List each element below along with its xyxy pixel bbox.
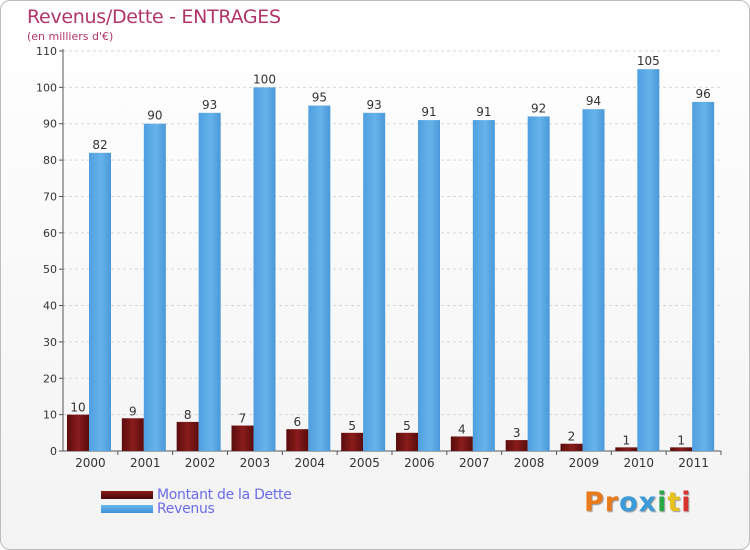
y-tick-label: 40	[43, 300, 57, 313]
logo-letter: i	[657, 487, 668, 518]
bar-debt	[286, 429, 309, 451]
bar-revenue	[198, 112, 221, 452]
data-label-debt: 1	[623, 433, 631, 447]
data-label-debt: 5	[348, 419, 356, 433]
legend-label-revenue: Revenus	[157, 501, 215, 517]
x-tick-label: 2004	[294, 456, 325, 470]
data-label-revenue: 96	[696, 87, 711, 101]
data-label-revenue: 91	[421, 105, 436, 119]
logo-letter: o	[619, 487, 639, 518]
bar-revenue	[472, 120, 495, 451]
data-label-revenue: 90	[147, 109, 162, 123]
bar-revenue	[253, 87, 276, 451]
bar-debt	[341, 432, 364, 451]
y-tick-label: 100	[36, 81, 57, 94]
bar-debt	[560, 443, 583, 451]
data-label-revenue: 95	[312, 91, 327, 105]
bar-revenue	[637, 69, 660, 451]
legend-swatch-revenue	[101, 505, 153, 513]
bar-debt	[121, 418, 144, 451]
bar-debt	[67, 414, 89, 451]
data-label-revenue: 94	[586, 94, 601, 108]
legend-item-debt: Montant de la Dette	[101, 487, 292, 503]
x-tick-label: 2011	[678, 456, 709, 470]
legend-swatch-debt	[101, 491, 153, 499]
bar-revenue	[692, 101, 715, 451]
x-tick-label: 2006	[404, 456, 435, 470]
data-label-revenue: 105	[637, 54, 660, 68]
y-tick-label: 30	[43, 336, 57, 349]
logo-letter: x	[638, 487, 658, 518]
data-label-revenue: 93	[367, 98, 382, 112]
bar-debt	[231, 425, 254, 451]
y-tick-label: 20	[43, 372, 57, 385]
y-tick-label: 90	[43, 118, 57, 131]
data-label-debt: 9	[129, 404, 137, 418]
logo-letter: t	[667, 487, 682, 518]
bar-debt	[670, 447, 693, 451]
x-tick-label: 2010	[623, 456, 654, 470]
legend-label-debt: Montant de la Dette	[157, 487, 292, 503]
y-tick-label: 110	[36, 45, 57, 58]
y-tick-label: 80	[43, 154, 57, 167]
data-label-debt: 2	[568, 430, 576, 444]
proxiti-logo: Proxiti	[584, 487, 692, 518]
x-tick-label: 2002	[185, 456, 216, 470]
logo-letter: i	[681, 487, 692, 518]
data-label-debt: 6	[294, 415, 302, 429]
x-tick-label: 2007	[459, 456, 490, 470]
bar-debt	[505, 440, 528, 451]
bar-revenue	[418, 120, 440, 451]
chart-subtitle: (en milliers d'€)	[27, 30, 114, 43]
bar-revenue	[143, 123, 166, 452]
x-tick-label: 2003	[240, 456, 271, 470]
x-tick-label: 2000	[75, 456, 106, 470]
bar-revenue	[308, 105, 331, 451]
bar-revenue	[527, 116, 550, 452]
data-label-debt: 4	[458, 422, 466, 436]
data-label-revenue: 93	[202, 98, 217, 112]
y-tick-label: 50	[43, 263, 57, 276]
x-tick-label: 2005	[349, 456, 380, 470]
y-tick-label: 60	[43, 227, 57, 240]
bar-debt	[615, 447, 638, 451]
bar-revenue	[582, 109, 605, 451]
data-label-debt: 3	[513, 426, 521, 440]
chart-title: Revenus/Dette - ENTRAGES	[27, 6, 281, 28]
bar-debt	[396, 432, 418, 451]
x-tick-label: 2009	[569, 456, 600, 470]
bar-debt	[176, 421, 199, 451]
data-label-revenue: 92	[531, 101, 546, 115]
y-tick-label: 70	[43, 190, 57, 203]
logo-letter: P	[584, 487, 605, 518]
x-tick-label: 2001	[130, 456, 161, 470]
data-label-debt: 1	[677, 433, 685, 447]
data-label-debt: 8	[184, 408, 192, 422]
bar-debt	[450, 436, 473, 451]
data-label-revenue: 100	[253, 72, 276, 86]
data-label-debt: 7	[239, 412, 247, 426]
data-label-revenue: 91	[476, 105, 491, 119]
y-tick-label: 10	[43, 409, 57, 422]
legend-item-revenue: Revenus	[101, 501, 215, 517]
bar-revenue	[363, 112, 386, 452]
x-tick-label: 2008	[514, 456, 545, 470]
data-label-debt: 5	[403, 419, 411, 433]
data-label-revenue: 82	[92, 138, 107, 152]
bar-revenue	[89, 152, 111, 451]
y-tick-label: 0	[50, 445, 57, 458]
data-label-debt: 10	[70, 401, 85, 415]
logo-letter: r	[604, 487, 620, 518]
